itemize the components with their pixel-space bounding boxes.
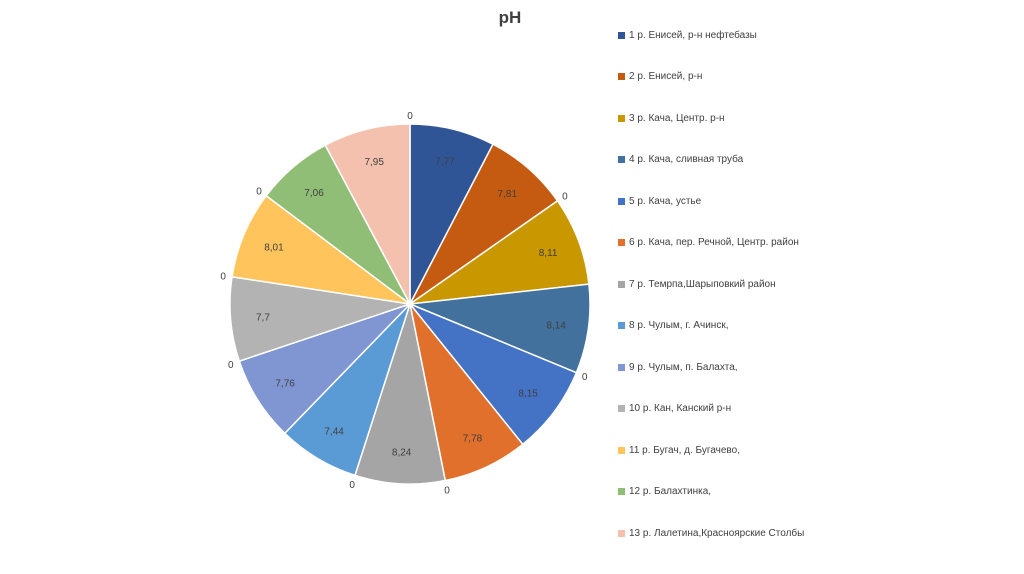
value-label-1: 7,77: [435, 157, 455, 168]
legend-label-10: 10 р. Кан, Канский р-н: [629, 403, 732, 414]
legend-swatch-6: [618, 239, 625, 246]
value-label-4: 8,14: [546, 321, 566, 332]
legend-item-11: 11 р. Бугач, д. Бугачево,: [618, 442, 740, 458]
legend-swatch-7: [618, 280, 625, 288]
value-label-12: 7,06: [304, 188, 324, 199]
legend-swatch-8: [618, 322, 625, 329]
legend-label-8: 8 р. Чулым, г. Ачинск,: [629, 320, 729, 331]
legend-label-4: 4 р. Кача, сливная труба: [629, 154, 744, 165]
value-label-2: 7,81: [498, 189, 518, 200]
legend-swatch-9: [618, 363, 625, 371]
legend-label-2: 2 р. Енисей, р-н: [629, 71, 703, 82]
value-label-13: 7,95: [364, 157, 384, 168]
legend-label-12: 12 р. Балахтинка,: [629, 486, 712, 497]
pie-slice-7: [354, 301, 447, 485]
pie-slice-3: [409, 199, 590, 305]
legend-item-8: 8 р. Чулым, г. Ачинск,: [618, 318, 728, 334]
zero-labels: 0 0 0 0 0 0 0 0: [220, 111, 588, 496]
legend-swatch-3: [618, 114, 625, 122]
legend-item-13: 13 р. Лалетина,Красноярские Столбы: [618, 525, 804, 541]
legend-item-12: 12 р. Балахтинка,: [618, 484, 711, 500]
zero-label-4: 0: [444, 485, 450, 496]
pie-slice-13: [324, 123, 411, 305]
legend-swatch-1: [618, 31, 625, 39]
legend-item-9: 9 р. Чулым, п. Балахта,: [618, 359, 738, 375]
value-label-3: 8,11: [539, 248, 558, 259]
legend-item-3: 3 р. Кача, Центр. р-н: [618, 110, 725, 126]
legend-swatch-5: [618, 197, 625, 205]
zero-label-6: 0: [228, 360, 234, 371]
value-labels: 7,77 7,81 8,11 8,14 8,15 7,78 8,24 7,44 7,76 7,7 8…: [256, 157, 566, 459]
legend-swatch-2: [618, 73, 625, 80]
pie-slices: [229, 123, 591, 485]
legend-label-7: 7 р. Темрпа,Шарыповкий район: [629, 278, 776, 290]
legend-swatch-12: [618, 488, 625, 495]
pie-slice-5: [409, 303, 578, 446]
value-label-9: 7,76: [275, 379, 295, 390]
chart-title: pH: [498, 8, 522, 27]
zero-label-2: 0: [562, 192, 568, 203]
legend-item-7: 7 р. Темрпа,Шарыповкий район: [618, 276, 776, 292]
value-label-10: 7,7: [256, 313, 270, 324]
zero-label-5: 0: [349, 480, 355, 491]
legend-label-5: 5 р. Кача, устье: [629, 195, 702, 207]
legend-item-10: 10 р. Кан, Канский р-н: [618, 401, 731, 417]
legend-swatch-4: [618, 156, 625, 163]
zero-label-7: 0: [220, 271, 226, 282]
legend-label-6: 6 р. Кача, пер. Речной, Центр. район: [629, 237, 799, 248]
value-label-5: 8,15: [518, 388, 538, 399]
zero-label-3: 0: [582, 372, 588, 383]
legend-label-11: 11 р. Бугач, д. Бугачево,: [629, 444, 740, 456]
value-label-8: 7,44: [324, 427, 344, 438]
legend-item-4: 4 р. Кача, сливная труба: [618, 152, 743, 168]
legend-swatch-10: [618, 405, 625, 412]
legend-swatch-13: [618, 529, 625, 537]
legend-label-9: 9 р. Чулым, п. Балахта,: [629, 361, 738, 373]
legend-swatch-11: [618, 446, 625, 454]
legend-label-1: 1 р. Енисей, р-н нефтебазы: [629, 29, 757, 41]
legend-item-5: 5 р. Кача, устье: [618, 193, 701, 209]
legend-label-13: 13 р. Лалетина,Красноярские Столбы: [629, 527, 805, 539]
legend-item-1: 1 р. Енисей, р-н нефтебазы: [618, 27, 757, 43]
pie-slice-4: [409, 283, 591, 374]
zero-label-8: 0: [256, 186, 262, 197]
value-label-7: 8,24: [392, 447, 412, 458]
value-label-6: 7,78: [463, 434, 483, 445]
value-label-11: 8,01: [264, 243, 284, 254]
zero-label-1: 0: [407, 111, 413, 122]
legend-label-3: 3 р. Кача, Центр. р-н: [629, 112, 725, 124]
legend-item-6: 6 р. Кача, пер. Речной, Центр. район: [618, 235, 799, 251]
legend-item-2: 2 р. Енисей, р-н: [618, 69, 702, 85]
